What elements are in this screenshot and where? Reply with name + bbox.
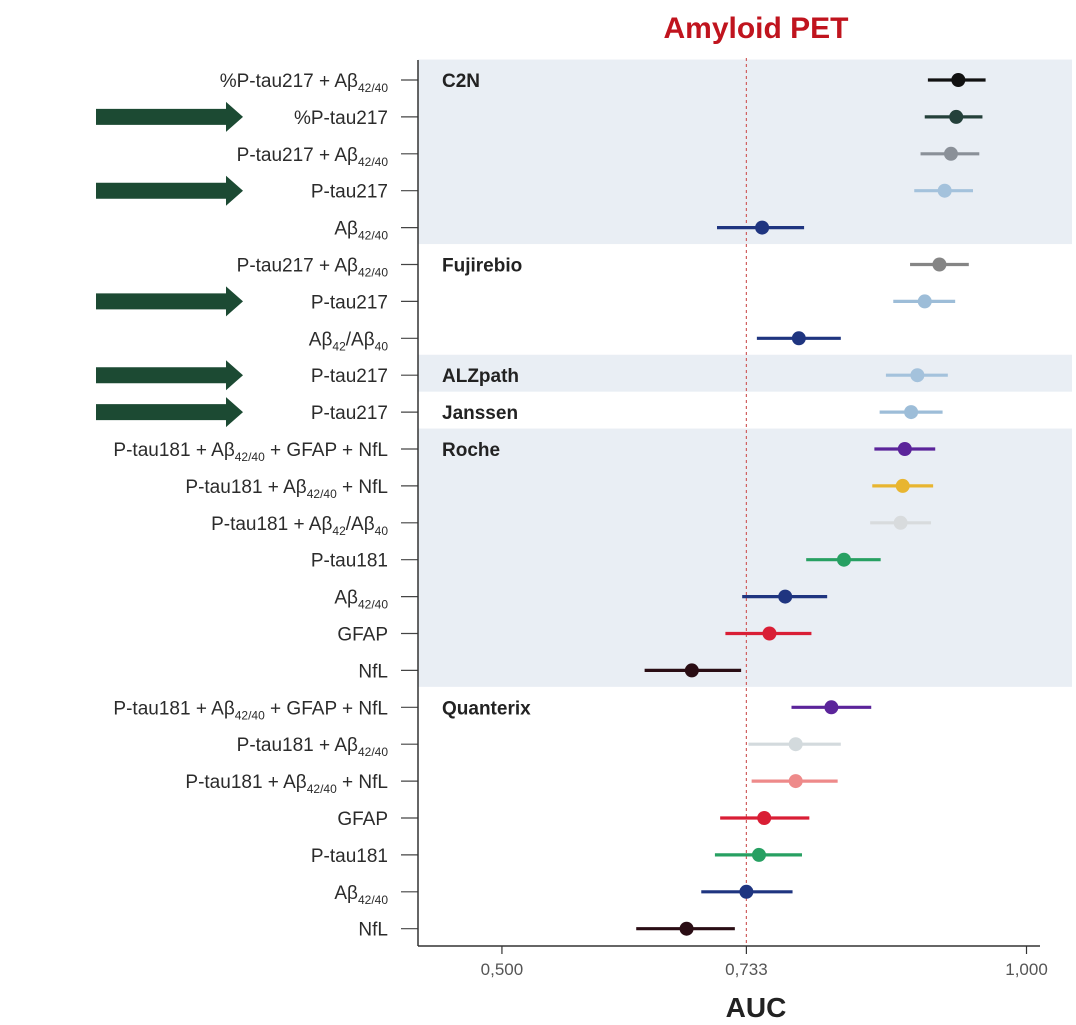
highlight-arrow: [96, 101, 243, 132]
row-label: P-tau181 + Aβ42/40​: [237, 735, 389, 759]
row-label: %P-tau217: [294, 108, 388, 129]
auc-point: [943, 146, 958, 161]
chart-title: Amyloid PET: [663, 12, 848, 45]
auc-point: [757, 811, 772, 825]
x-tick-label: 0,500: [481, 960, 524, 979]
group-shade-4: [418, 428, 1072, 687]
group-label: Roche: [442, 440, 500, 461]
group-label: C2N: [442, 71, 480, 92]
row-label: P-tau181: [311, 846, 388, 867]
row-label: P-tau181 + Aβ42​/Aβ40​: [211, 514, 388, 538]
auc-point: [937, 183, 952, 198]
auc-point: [917, 294, 932, 309]
auc-point: [932, 257, 947, 272]
highlight-arrow: [96, 286, 243, 317]
row-label: P-tau181 + Aβ42/40​ + GFAP + NfL: [113, 440, 388, 464]
auc-point: [910, 368, 925, 383]
x-tick-label: 1,000: [1005, 960, 1048, 979]
auc-point: [824, 700, 839, 715]
row-label: P-tau181 + Aβ42/40​ + NfL: [185, 772, 388, 796]
x-ticks-layer: 0,500 0,733 1,000: [481, 946, 1048, 979]
row-label: Aβ42/40​: [334, 883, 388, 907]
auc-point: [755, 220, 770, 235]
row-label: P-tau217 + Aβ42/40​: [237, 256, 389, 280]
auc-point: [893, 515, 908, 530]
row-label: P-tau181: [311, 551, 388, 572]
auc-point: [949, 109, 964, 124]
arrows-layer: [96, 101, 243, 428]
group-shading-layer: [418, 59, 1072, 687]
group-label: Fujirebio: [442, 256, 522, 277]
auc-point: [895, 478, 910, 493]
row-label: P-tau181 + Aβ42/40​ + GFAP + NfL: [113, 698, 388, 722]
row-label: GFAP: [337, 625, 388, 646]
group-shade-2: [418, 354, 1072, 392]
row-label: P-tau217 + Aβ42/40​: [237, 145, 389, 169]
auc-point: [951, 73, 966, 87]
group-shade-0: [418, 59, 1072, 245]
auc-point: [788, 737, 803, 752]
x-tick-label: 0,733: [725, 960, 768, 979]
row-label: Aβ42/40​: [334, 588, 388, 612]
auc-point: [791, 331, 806, 346]
auc-point: [684, 663, 699, 678]
highlight-arrow: [96, 360, 243, 391]
row-label: GFAP: [337, 809, 388, 830]
auc-point: [788, 774, 803, 789]
row-label: Aβ42/40​: [334, 219, 388, 243]
row-label: P-tau217: [311, 403, 388, 424]
row-label: NfL: [358, 920, 388, 941]
auc-point: [751, 847, 766, 862]
auc-point: [897, 442, 912, 456]
row-label: %P-tau217 + Aβ42/40​: [220, 71, 389, 95]
row-label: Aβ42​/Aβ40​: [309, 329, 389, 353]
row-label: P-tau217: [311, 366, 388, 387]
row-labels-layer: %P-tau217 + Aβ42/40​ %P-tau217 P-tau217 + …: [113, 71, 418, 941]
row-label: P-tau217: [311, 292, 388, 313]
highlight-arrow: [96, 397, 243, 428]
row-label: NfL: [358, 661, 388, 682]
auc-point: [739, 884, 754, 899]
marks-layer: [636, 73, 986, 936]
group-label: Janssen: [442, 403, 518, 424]
auc-point: [762, 626, 777, 641]
row-label: P-tau217: [311, 182, 388, 203]
highlight-arrow: [96, 175, 243, 206]
group-labels-layer: C2N Fujirebio ALZpath Janssen Roche Quanterix: [442, 71, 531, 719]
row-label: P-tau181 + Aβ42/40​ + NfL: [185, 477, 388, 501]
group-label: ALZpath: [442, 366, 519, 387]
auc-point: [836, 552, 851, 567]
x-axis-label: AUC: [726, 992, 787, 1023]
auc-point: [904, 405, 919, 420]
group-label: Quanterix: [442, 698, 531, 719]
auc-point: [778, 589, 793, 604]
auc-point: [679, 921, 694, 936]
